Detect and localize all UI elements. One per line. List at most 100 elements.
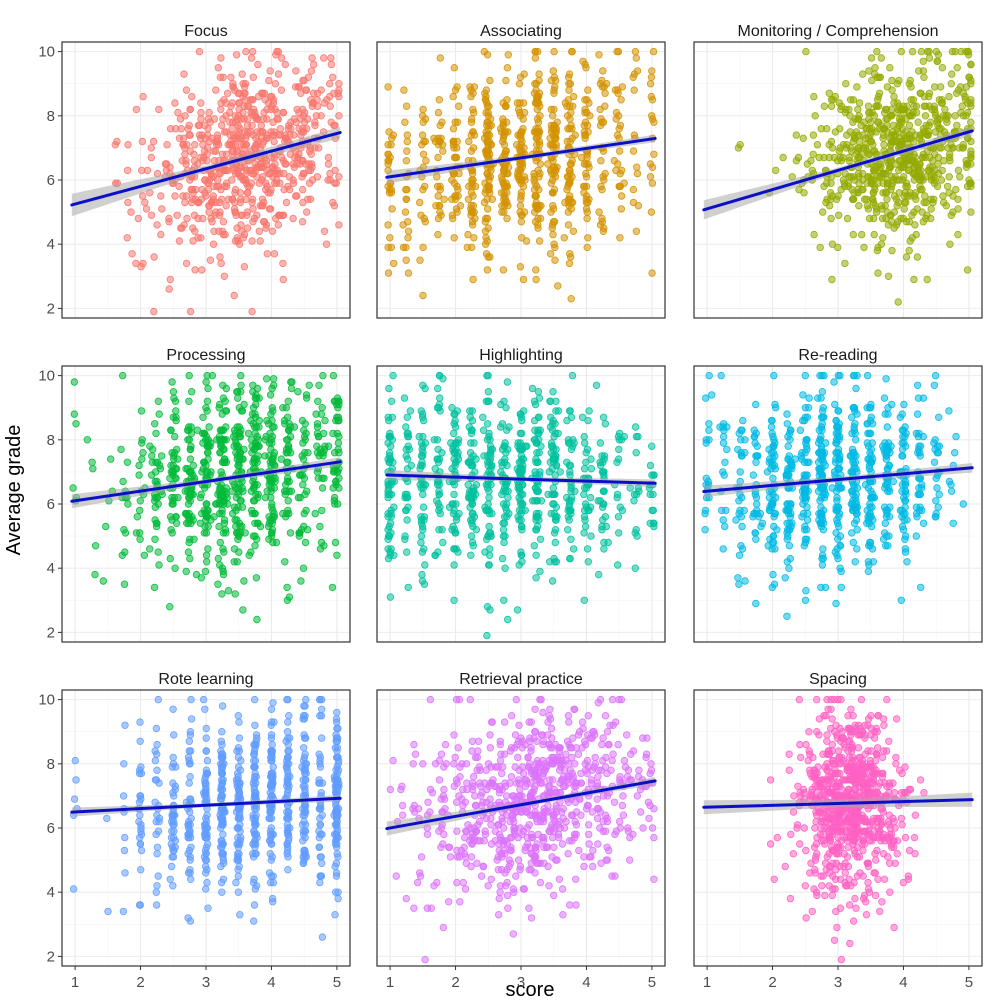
data-point [837, 185, 845, 194]
data-point [237, 134, 245, 142]
data-point [719, 432, 728, 441]
data-point [297, 89, 305, 97]
data-point [519, 490, 527, 499]
data-point [580, 465, 589, 473]
data-point [532, 266, 540, 274]
data-point [517, 548, 525, 556]
data-point [313, 420, 322, 428]
data-point [283, 413, 292, 421]
data-point [513, 99, 522, 107]
data-point [326, 169, 334, 178]
data-point [783, 535, 791, 543]
data-point [200, 529, 209, 537]
data-point [464, 230, 472, 239]
data-point [183, 140, 191, 149]
data-point [801, 371, 809, 380]
data-point [403, 548, 411, 556]
data-point [472, 455, 480, 463]
data-point [835, 147, 843, 155]
data-point [403, 147, 411, 155]
data-point [832, 529, 840, 537]
data-point [498, 420, 507, 428]
data-point [124, 140, 132, 149]
data-point [384, 269, 393, 277]
regression-line [70, 131, 342, 207]
data-point [549, 112, 557, 120]
scatter-points [69, 371, 343, 624]
data-point [630, 497, 638, 505]
data-point [705, 371, 713, 380]
data-point [853, 83, 861, 91]
data-point [200, 458, 208, 466]
data-point [876, 166, 884, 175]
data-point [786, 513, 794, 521]
data-point [601, 420, 609, 428]
panel-title: Monitoring / Comprehension [738, 23, 939, 40]
data-point [967, 150, 975, 158]
data-point [549, 67, 557, 75]
data-point [551, 76, 560, 85]
data-point [331, 538, 340, 547]
data-point [294, 388, 302, 396]
data-point [319, 371, 327, 380]
scatter-points [701, 371, 967, 620]
data-point [783, 529, 791, 537]
data-point [186, 105, 194, 114]
data-point [532, 574, 540, 582]
data-point [497, 400, 505, 409]
data-point [301, 750, 309, 758]
data-point [186, 147, 194, 155]
data-point [863, 439, 871, 447]
data-point [899, 526, 908, 534]
data-point [259, 217, 268, 226]
data-point [898, 439, 906, 447]
data-point [900, 400, 908, 409]
data-point [779, 153, 787, 162]
data-point [629, 185, 638, 194]
data-point [583, 545, 592, 553]
data-point [601, 89, 609, 97]
data-point [298, 471, 307, 479]
data-point [320, 445, 329, 454]
data-point [837, 583, 845, 592]
data-point [141, 198, 149, 207]
data-point [186, 875, 195, 883]
data-point [201, 134, 209, 142]
data-point [531, 468, 539, 476]
data-point [154, 548, 162, 556]
data-point [299, 481, 307, 489]
data-point [517, 217, 525, 226]
data-point [535, 89, 544, 97]
data-point [912, 102, 921, 110]
data-point [197, 490, 205, 499]
data-point [869, 189, 878, 197]
data-point [616, 182, 624, 191]
data-point [752, 599, 760, 608]
facet-panel: Re-reading [693, 347, 983, 643]
data-point [584, 558, 592, 566]
scatter-points [69, 695, 343, 941]
data-point [404, 429, 412, 438]
data-point [952, 89, 961, 97]
data-point [855, 201, 863, 210]
data-point [153, 221, 161, 229]
data-point [204, 384, 212, 393]
data-point [232, 118, 240, 126]
data-point [468, 407, 476, 415]
data-point [271, 79, 280, 88]
data-point [252, 134, 260, 142]
data-point [241, 79, 250, 88]
data-point [484, 205, 492, 213]
data-point [335, 112, 343, 120]
data-point [915, 67, 923, 75]
data-point [289, 214, 297, 223]
data-point [214, 63, 222, 72]
data-point [230, 291, 238, 300]
data-point [531, 208, 539, 216]
data-point [211, 211, 219, 219]
data-point [220, 516, 229, 524]
data-point [867, 118, 875, 126]
data-point [401, 532, 409, 540]
data-point [201, 176, 209, 184]
data-point [282, 198, 291, 207]
